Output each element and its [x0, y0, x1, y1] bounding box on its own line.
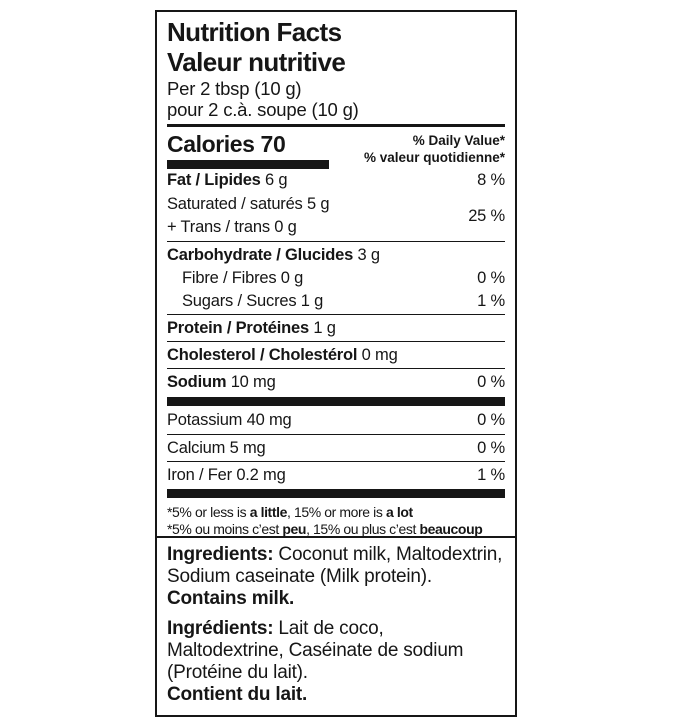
nutrient-row-calcium: Calcium 5 mg 0 % — [167, 436, 505, 459]
nutrient-label-cholesterol-bold: Cholesterol / Cholestérol — [167, 346, 358, 365]
nutrient-label-carbohydrate-bold: Carbohydrate / Glucides — [167, 245, 354, 264]
ingredients-fr-contains: Contient du lait. — [167, 684, 308, 706]
footnote-en-mid: , 15% or more is — [286, 504, 386, 521]
footnote-en: *5% or less is a little, 15% or more is … — [167, 504, 505, 520]
daily-value-header-en: % Daily Value* — [412, 132, 505, 148]
footnote-en-bold1: a little — [249, 504, 288, 521]
ingredients-en-label: Ingredients: — [167, 544, 274, 565]
ingredients-panel: Ingredients: Coconut milk, Maltodextrin,… — [155, 536, 517, 717]
calories-value: Calories 70 — [167, 130, 286, 157]
serving-size-en: Per 2 tbsp (10 g) — [167, 77, 302, 99]
nutrient-amount-carbohydrate: 3 g — [353, 245, 381, 264]
nutrient-dv-saturated-trans: 25 % — [468, 206, 505, 225]
footnote-en-pre: *5% or less is — [167, 504, 250, 521]
nutrient-label-protein-bold: Protein / Protéines — [167, 319, 309, 338]
nutrient-dv-calcium: 0 % — [477, 438, 505, 457]
nutrient-label-fat: Fat / Lipides 6 g — [167, 170, 288, 190]
nutrient-label-fibre: Fibre / Fibres 0 g — [182, 268, 304, 287]
footnote-fr-pre: *5% ou moins c’est — [167, 520, 283, 537]
nutrient-label-iron: Iron / Fer 0.2 mg — [167, 465, 286, 484]
nutrient-row-protein: Protein / Protéines 1 g — [167, 317, 505, 340]
title-en: Nutrition Facts — [167, 17, 342, 47]
nutrient-label-fat-bold: Fat / Lipides — [167, 171, 261, 190]
nutrient-amount-sodium: 10 mg — [226, 373, 276, 392]
top-divider — [167, 123, 505, 127]
footnote-fr: *5% ou moins c’est peu, 15% ou plus c’es… — [167, 521, 505, 537]
divider — [167, 341, 505, 343]
ingredients-fr-label: Ingrédients: — [167, 617, 274, 639]
nutrient-dv-fat: 8 % — [477, 171, 505, 190]
divider — [167, 368, 505, 370]
daily-value-header-fr: % valeur quotidienne* — [363, 149, 505, 165]
nutrient-row-cholesterol: Cholesterol / Cholestérol 0 mg — [167, 344, 505, 367]
divider — [167, 240, 505, 242]
nutrient-amount-cholesterol: 0 mg — [357, 346, 398, 365]
thick-divider-bar — [167, 489, 505, 499]
ingredients-en-contains: Contains milk. — [167, 588, 295, 610]
nutrient-amount-protein: 1 g — [309, 319, 336, 338]
nutrient-dv-sodium: 0 % — [477, 373, 505, 392]
ingredients-en: Ingredients: Coconut milk, Maltodextrin,… — [167, 544, 505, 611]
footnote: *5% or less is a little, 15% or more is … — [167, 501, 505, 537]
nutrient-row-fat: Fat / Lipides 6 g 8 % — [167, 169, 505, 192]
nutrient-group-saturated-trans: Saturated / saturés 5 g + Trans / trans … — [167, 192, 505, 239]
nutrient-label-potassium: Potassium 40 mg — [167, 411, 292, 430]
footnote-fr-mid: , 15% ou plus c’est — [306, 520, 420, 537]
nutrient-amount-fat: 6 g — [260, 171, 288, 190]
nutrient-row-potassium: Potassium 40 mg 0 % — [167, 409, 505, 432]
nutrient-dv-sugars: 1 % — [477, 291, 505, 310]
nutrient-dv-potassium: 0 % — [477, 411, 505, 430]
daily-value-header: % Daily Value* % valeur quotidienne* — [364, 132, 505, 167]
divider — [167, 433, 505, 435]
calories-block: Calories 70 — [167, 132, 329, 169]
ingredients-fr-text: Lait de coco, Maltodextrine, Caséinate d… — [167, 617, 464, 684]
nutrient-label-carbohydrate: Carbohydrate / Glucides 3 g — [167, 245, 380, 265]
divider — [167, 314, 505, 316]
nutrient-row-fibre: Fibre / Fibres 0 g 0 % — [167, 266, 505, 289]
nutrition-facts-panel: Nutrition Facts Valeur nutritive Per 2 t… — [155, 10, 517, 547]
calories-underline-bar — [167, 159, 329, 169]
nutrient-label-calcium: Calcium 5 mg — [167, 438, 266, 457]
nutrient-label-sodium: Sodium 10 mg — [167, 372, 276, 392]
nutrient-label-sodium-bold: Sodium — [167, 373, 227, 392]
nutrient-row-sugars: Sugars / Sucres 1 g 1 % — [167, 289, 505, 312]
serving-size-fr: pour 2 c.à. soupe (10 g) — [167, 99, 359, 121]
title-fr: Valeur nutritive — [167, 47, 346, 78]
footnote-en-bold2: a lot — [385, 504, 413, 521]
nutrient-label-sugars: Sugars / Sucres 1 g — [182, 291, 324, 310]
footnote-fr-bold1: peu — [282, 520, 307, 537]
nutrient-dv-fibre: 0 % — [477, 268, 505, 287]
nutrient-label-cholesterol: Cholesterol / Cholestérol 0 mg — [167, 345, 398, 365]
nutrient-row-iron: Iron / Fer 0.2 mg 1 % — [167, 463, 505, 486]
ingredients-fr: Ingrédients: Lait de coco, Maltodextrine… — [167, 618, 505, 707]
ingredients-en-text: Coconut milk, Maltodextrin, Sodium casei… — [167, 544, 503, 588]
nutrient-dv-iron: 1 % — [477, 465, 505, 484]
nutrient-label-protein: Protein / Protéines 1 g — [167, 318, 336, 338]
footnote-fr-bold2: beaucoup — [419, 520, 483, 537]
nutrient-row-trans: + Trans / trans 0 g — [167, 217, 297, 236]
nutrient-row-carbohydrate: Carbohydrate / Glucides 3 g — [167, 243, 505, 266]
thick-divider-bar — [167, 396, 505, 406]
calories-section: Calories 70 % Daily Value* % valeur quot… — [167, 127, 505, 169]
nutrient-row-saturated: Saturated / saturés 5 g — [167, 195, 330, 214]
saturated-trans-lines: Saturated / saturés 5 g + Trans / trans … — [167, 193, 330, 237]
nutrient-row-sodium: Sodium 10 mg 0 % — [167, 371, 505, 394]
divider — [167, 460, 505, 462]
